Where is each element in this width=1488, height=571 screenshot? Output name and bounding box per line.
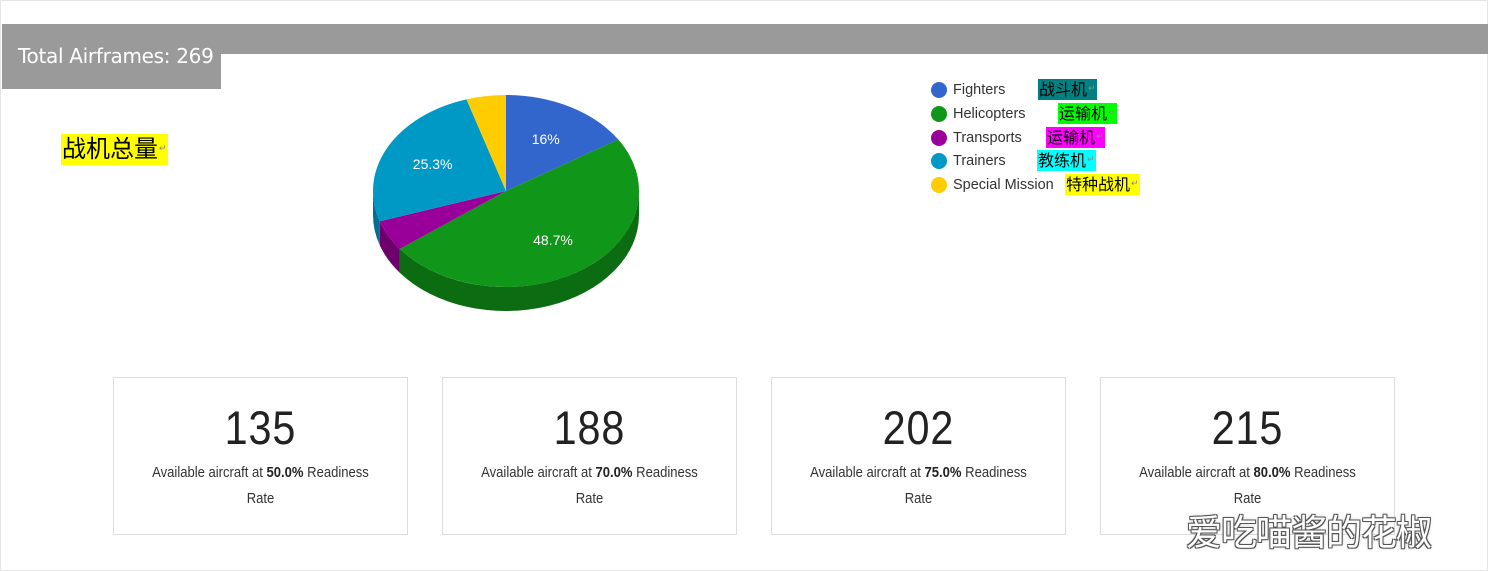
readiness-card-70: 188 Available aircraft at 70.0% Readines… [442, 377, 737, 535]
desc-prefix: Available aircraft at [1139, 465, 1254, 481]
pie-side-transports [379, 221, 400, 273]
paragraph-mark-icon: ↵ [1108, 107, 1116, 118]
desc-suffix: Readiness Rate [575, 465, 698, 507]
readiness-rate: 70.0% [595, 465, 633, 481]
readiness-description: Available aircraft at 50.0% Readiness Ra… [147, 460, 375, 512]
readiness-card-80: 215 Available aircraft at 80.0% Readines… [1100, 377, 1395, 535]
pie-slice-trainers [373, 99, 506, 222]
pie-chart: 16% 48.7% 25.3% [373, 95, 640, 312]
paragraph-mark-icon: ↵ [1087, 155, 1095, 166]
available-count: 135 [224, 401, 297, 454]
readiness-rate: 75.0% [924, 465, 962, 481]
legend-label-cn: 特种战机↵ [1065, 174, 1140, 196]
legend-label: Special Mission [953, 177, 1054, 194]
legend-swatch [931, 153, 947, 170]
pie-slice-transports [379, 191, 506, 249]
desc-suffix: Readiness Rate [1233, 465, 1356, 507]
paragraph-mark-icon: ↵ [1088, 84, 1096, 94]
readiness-card-50: 135 Available aircraft at 50.0% Readines… [113, 377, 408, 535]
legend-swatch [931, 82, 947, 98]
total-airframes-title: Total Airframes: 269 [2, 24, 221, 89]
pie-data-label: 48.7% [533, 232, 573, 248]
paragraph-mark-icon: ↵ [1131, 179, 1139, 190]
readiness-rate: 80.0% [1253, 465, 1291, 481]
desc-prefix: Available aircraft at [810, 465, 925, 481]
legend-label-cn: 战斗机↵ [1038, 79, 1097, 100]
watermark-text: 爱吃喵酱的花椒 [1186, 513, 1432, 554]
pie-labels: 16% 48.7% 25.3% [413, 131, 573, 248]
desc-suffix: Readiness Rate [246, 465, 369, 507]
desc-suffix: Readiness Rate [904, 465, 1027, 507]
legend-label-cn: 教练机↵ [1037, 150, 1096, 172]
legend-label: Fighters [953, 82, 1006, 98]
desc-prefix: Available aircraft at [152, 465, 267, 481]
readiness-rate: 50.0% [266, 465, 304, 481]
available-count: 188 [553, 401, 626, 454]
pie-slice-fighters [506, 95, 619, 191]
pie-depth [373, 191, 639, 312]
paragraph-mark-icon: ↵ [159, 144, 167, 154]
readiness-card-75: 202 Available aircraft at 75.0% Readines… [771, 377, 1066, 535]
readiness-description: Available aircraft at 75.0% Readiness Ra… [805, 460, 1033, 512]
pie-side-trainers [373, 191, 380, 246]
pie-slice-special-mission [466, 95, 506, 191]
total-annotation-text: 战机总量 [62, 135, 158, 163]
paragraph-mark-icon: ↵ [1096, 131, 1104, 142]
legend-swatch [931, 105, 947, 122]
desc-prefix: Available aircraft at [481, 465, 596, 481]
legend-label: Trainers [953, 153, 1006, 170]
legend-swatch [931, 129, 947, 146]
legend-label: Transports [953, 129, 1022, 146]
legend-label: Helicopters [953, 105, 1026, 122]
total-annotation-cn: 战机总量↵ [61, 134, 168, 165]
available-count: 202 [882, 401, 955, 454]
legend-label-cn: 运输机↵ [1058, 102, 1117, 124]
pie-side-helicopters [399, 191, 639, 312]
available-count: 215 [1211, 401, 1284, 454]
pie-slice-helicopters [399, 139, 640, 288]
pie-top [373, 95, 640, 288]
legend-label-cn: 运输机↵ [1046, 126, 1105, 148]
pie-data-label: 25.3% [413, 156, 453, 172]
header-bar [2, 24, 1488, 54]
legend-swatch [931, 177, 947, 194]
readiness-description: Available aircraft at 80.0% Readiness Ra… [1134, 460, 1362, 512]
pie-data-label: 16% [532, 131, 560, 147]
readiness-description: Available aircraft at 70.0% Readiness Ra… [476, 460, 704, 512]
